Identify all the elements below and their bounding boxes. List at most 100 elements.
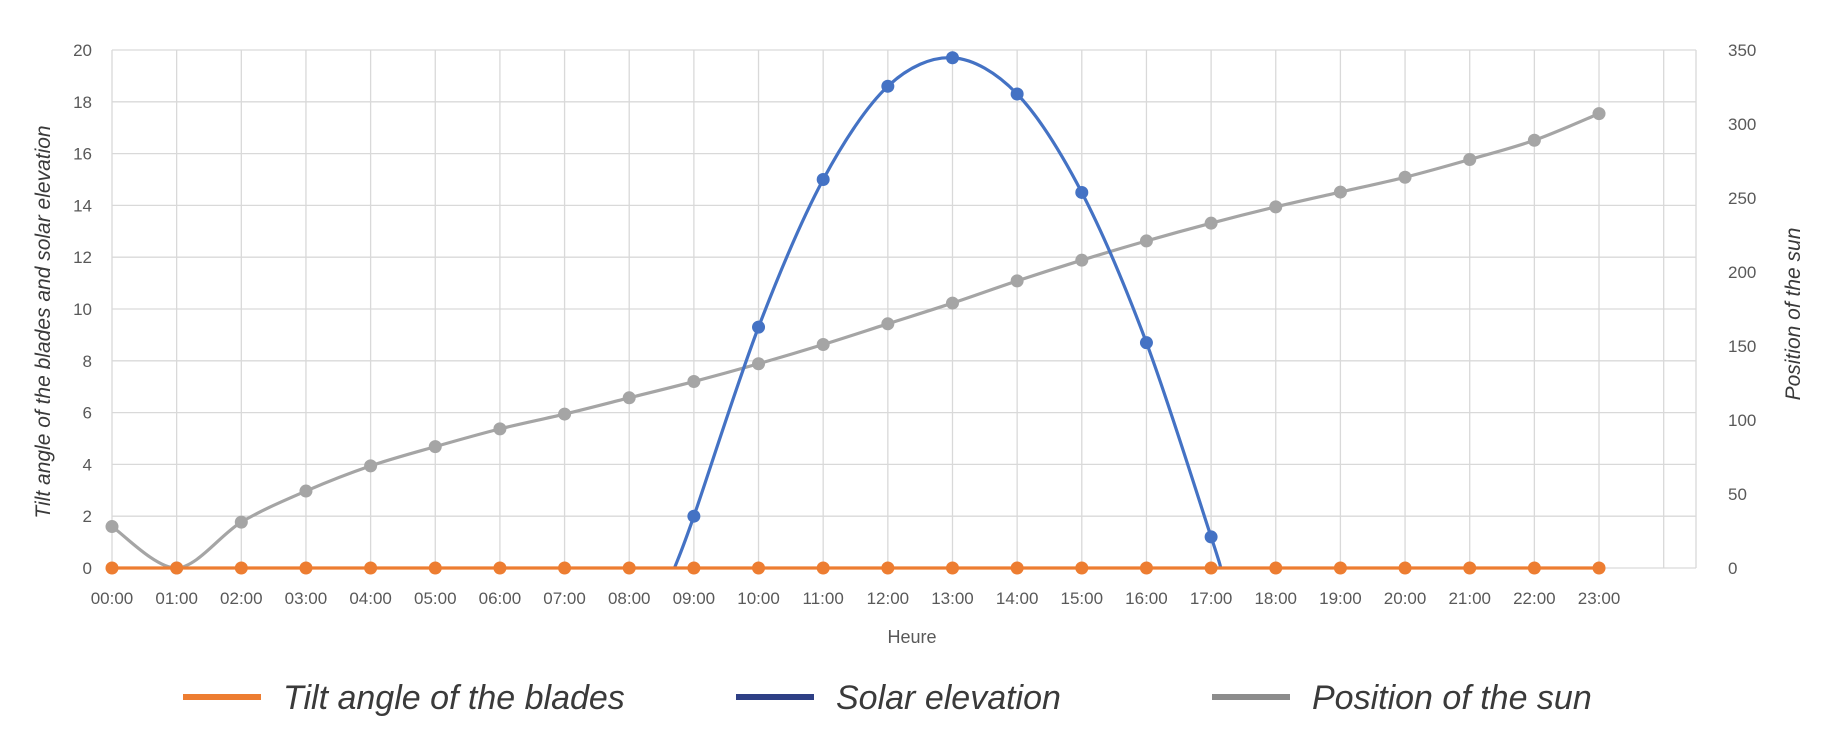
x-tick-label: 14:00 [996,589,1039,608]
data-point [622,391,636,405]
data-point [1463,153,1477,167]
y2-axis-ticks: 0 50 100 150 200 250 300 350 [1728,41,1756,578]
data-point [1139,336,1153,350]
y2-axis-title: Position of the sun [1782,228,1805,401]
x-axis-title: Heure [887,627,936,647]
x-tick-label: 10:00 [737,589,780,608]
series-position-of-the-sun [105,107,1606,575]
data-point [234,561,248,575]
x-axis-ticks: 00:00 01:00 02:00 03:00 04:00 05:00 06:00 07:00… [91,589,1621,608]
x-tick-label: 04:00 [349,589,392,608]
data-point [1333,185,1347,199]
series-layer [105,51,1606,575]
y-tick-label: 8 [83,352,92,371]
data-point [1204,561,1218,575]
data-point [1269,561,1283,575]
data-point [1010,87,1024,101]
data-point [752,357,766,371]
data-point [105,561,119,575]
y-tick-label: 14 [73,196,92,215]
data-point [945,51,959,65]
data-point [1463,561,1477,575]
y-tick-label: 4 [83,455,92,474]
data-point [1204,530,1218,544]
legend-label: Position of the sun [1312,679,1592,717]
legend-label: Tilt angle of the blades [283,679,625,717]
y-tick-label: 12 [73,248,92,267]
y2-tick-label: 0 [1728,559,1737,578]
data-point [1204,216,1218,230]
x-tick-label: 18:00 [1254,589,1297,608]
data-point [1398,170,1412,184]
x-tick-label: 00:00 [91,589,134,608]
grid [111,49,1697,569]
data-point [105,520,119,534]
data-point [1075,185,1089,199]
legend-item: Solar elevation [736,679,1061,717]
data-point [881,561,895,575]
x-tick-label: 02:00 [220,589,263,608]
x-tick-label: 05:00 [414,589,457,608]
data-point [816,561,830,575]
y2-tick-label: 300 [1728,115,1756,134]
legend-item: Tilt angle of the blades [183,679,625,717]
data-point [752,561,766,575]
x-tick-label: 09:00 [673,589,716,608]
data-point [1592,107,1606,121]
data-point [493,422,507,436]
series-line [672,56,1223,569]
x-tick-label: 16:00 [1125,589,1168,608]
data-point [364,459,378,473]
data-point [816,338,830,352]
x-tick-label: 23:00 [1578,589,1621,608]
x-tick-label: 11:00 [803,589,844,608]
data-point [1139,561,1153,575]
y2-tick-label: 100 [1728,411,1756,430]
data-point [1139,234,1153,248]
data-point [1592,561,1606,575]
data-point [299,484,313,498]
y-tick-label: 16 [73,145,92,164]
data-point [558,407,572,421]
x-tick-label: 13:00 [931,589,974,608]
y-tick-label: 20 [73,41,92,60]
data-point [816,173,830,186]
data-point [1010,274,1024,288]
y2-tick-label: 250 [1728,189,1756,208]
data-point [881,79,895,93]
y-axis-title: Tilt angle of the blades and solar eleva… [32,125,55,518]
data-point [1527,561,1541,575]
data-point [299,561,313,575]
legend: Tilt angle of the blades Solar elevation P… [183,679,1592,717]
x-tick-label: 19:00 [1319,589,1362,608]
x-tick-label: 08:00 [608,589,651,608]
data-point [170,561,184,575]
y-tick-label: 2 [83,507,92,526]
data-point [945,296,959,310]
y2-tick-label: 200 [1728,263,1756,282]
data-point [1527,133,1541,147]
data-point [881,317,895,331]
data-point [558,561,572,575]
data-point [493,561,507,575]
y-tick-label: 6 [83,404,92,423]
series-line [111,112,1600,570]
data-point [752,320,766,334]
data-point [234,515,248,529]
x-tick-label: 07:00 [543,589,586,608]
y2-tick-label: 150 [1728,337,1756,356]
legend-label: Solar elevation [836,679,1061,717]
x-tick-label: 03:00 [285,589,328,608]
x-tick-label: 12:00 [867,589,910,608]
y-tick-label: 0 [83,559,92,578]
x-tick-label: 06:00 [479,589,522,608]
data-point [428,440,442,454]
data-point [687,375,701,389]
y2-tick-label: 350 [1728,41,1756,60]
series-solar-elevation [672,51,1223,569]
data-point [1333,561,1347,575]
data-point [945,561,959,575]
data-point [687,561,701,575]
x-tick-label: 22:00 [1513,589,1556,608]
